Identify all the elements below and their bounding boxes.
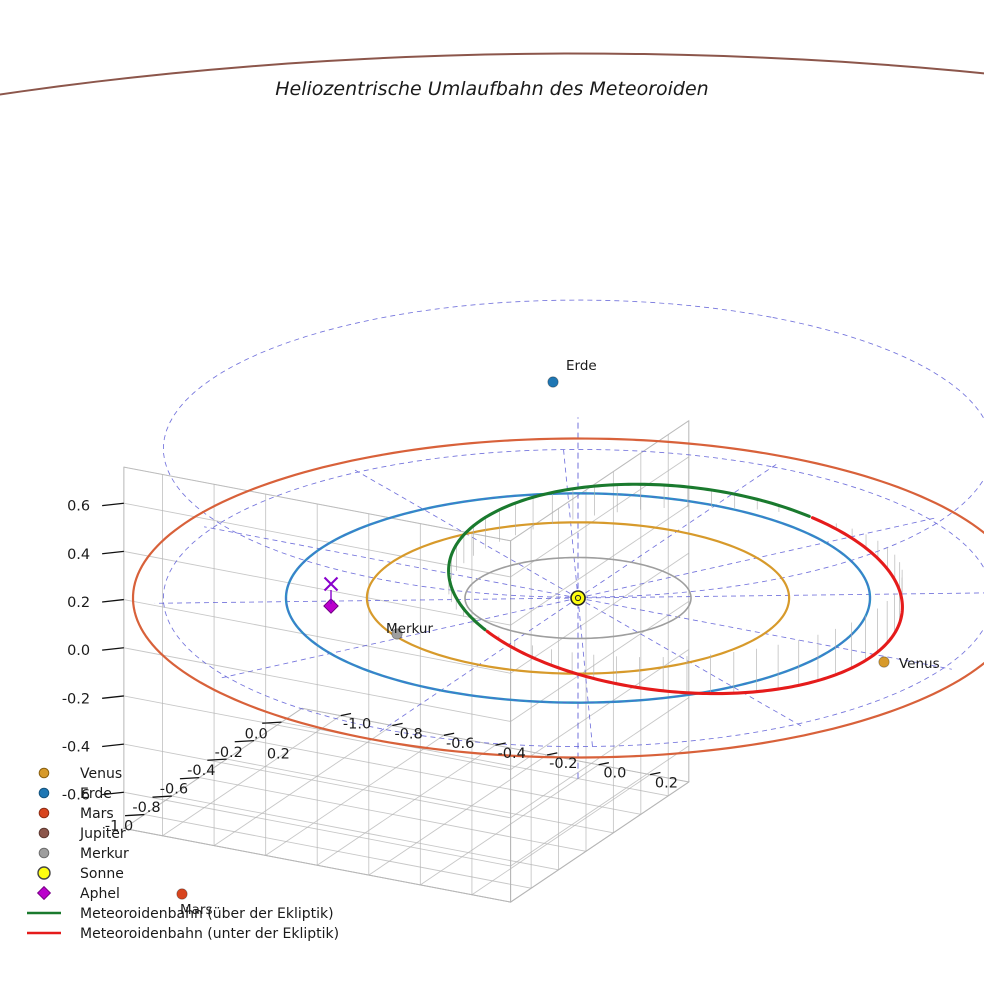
y-tick--0.4: -0.4: [498, 746, 526, 762]
legend-marker-mars[interactable]: [38, 807, 50, 819]
x-tick--0.8: -0.8: [132, 800, 160, 816]
legend-label-8[interactable]: Meteoroidenbahn (unter der Ekliptik): [80, 926, 339, 942]
y-tick--0.6: -0.6: [446, 736, 474, 752]
label-venus: Venus: [899, 656, 940, 672]
z-tick--0.6: -0.6: [62, 788, 90, 804]
legend-marker-merkur[interactable]: [38, 847, 50, 859]
legend-marker-sonne[interactable]: [37, 866, 51, 880]
y-tick-0.0: 0.0: [603, 766, 626, 782]
axis-ticks-group: 0.60.40.20.0-0.2-0.4-0.6-1.0-0.8-0.6-0.4…: [62, 499, 678, 835]
label-mars: Mars: [180, 902, 213, 918]
body-labels-group: Erde Venus Mars Merkur: [180, 358, 940, 918]
x-tick--0.4: -0.4: [187, 763, 215, 779]
legend-label-7[interactable]: Meteoroidenbahn (über der Ekliptik): [80, 906, 334, 922]
legend-marker-venus[interactable]: [38, 767, 50, 779]
legend-marker-aphel[interactable]: [36, 885, 52, 901]
axes-grid-group: [123, 420, 690, 903]
legend-label-5[interactable]: Sonne: [80, 866, 124, 882]
legend-label-6[interactable]: Aphel: [80, 886, 120, 902]
aphel-marker[interactable]: [323, 598, 339, 614]
label-merkur: Merkur: [386, 621, 433, 637]
meteoroid-above-ecliptic: [447, 482, 811, 611]
legend-marker-erde[interactable]: [38, 787, 50, 799]
meteoroid-above-ecliptic: [461, 607, 487, 632]
body-erde[interactable]: [547, 376, 559, 388]
sun-core: [574, 594, 582, 602]
z-tick-0.4: 0.4: [67, 547, 90, 563]
orbit-mars: [131, 437, 984, 759]
x-tick--0.2: -0.2: [215, 745, 243, 761]
orbit-merkur: [464, 556, 692, 640]
legend-group[interactable]: Venus Erde Mars Jupiter Merkur Sonne Aphel Mete…: [27, 766, 339, 942]
legend-label-4[interactable]: Merkur: [80, 846, 129, 862]
body-mars[interactable]: [176, 888, 188, 900]
legend-label-2[interactable]: Mars: [80, 806, 114, 822]
x-tick-0.0: 0.0: [245, 726, 268, 742]
meteoroid-orbit-group: [447, 482, 904, 696]
meteoroid-below-ecliptic: [485, 516, 904, 696]
legend-label-0[interactable]: Venus: [80, 766, 122, 782]
z-tick-0.0: 0.0: [67, 643, 90, 659]
aphel-projection-icon: [323, 576, 339, 592]
z-tick--0.2: -0.2: [62, 691, 90, 707]
page-title: Heliozentrische Umlaufbahn des Meteoroid…: [275, 78, 708, 100]
legend-label-1[interactable]: Erde: [80, 786, 112, 802]
body-merkur[interactable]: [391, 628, 403, 640]
y-tick--1.0: -1.0: [343, 717, 371, 733]
y-tick--0.8: -0.8: [394, 726, 422, 742]
meteoroid-droplines-group: [448, 484, 903, 694]
legend-marker-jupiter[interactable]: [38, 827, 50, 839]
planet-orbits-group: [0, 52, 984, 759]
z-tick--0.4: -0.4: [62, 739, 90, 755]
legend-label-3[interactable]: Jupiter: [79, 826, 126, 842]
y-tick-0.2: 0.2: [655, 776, 678, 792]
label-erde: Erde: [566, 358, 597, 374]
z-tick-0.6: 0.6: [67, 499, 90, 515]
x-tick--1.0: -1.0: [105, 819, 133, 835]
z-extra-tick: 0.2: [267, 746, 290, 762]
celestial-bodies-group: [176, 376, 890, 900]
body-venus[interactable]: [878, 656, 890, 668]
x-tick--0.6: -0.6: [160, 782, 188, 798]
orbit-jupiter: [0, 52, 984, 96]
y-tick--0.2: -0.2: [549, 756, 577, 772]
z-tick-0.2: 0.2: [67, 595, 90, 611]
